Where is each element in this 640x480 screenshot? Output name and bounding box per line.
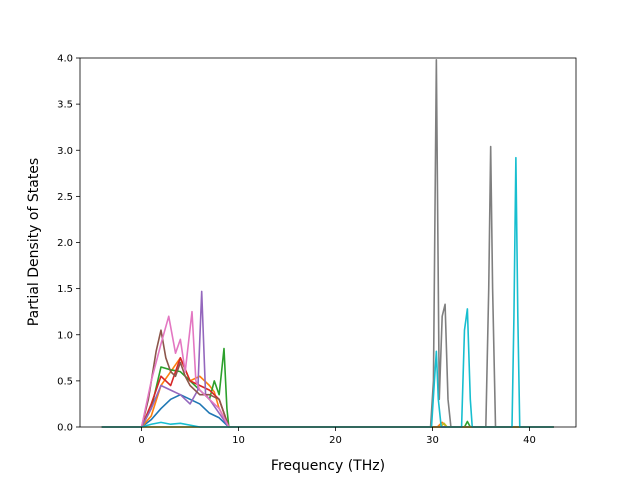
y-tick-label: 2.0	[57, 238, 73, 249]
series-line-7	[101, 59, 554, 428]
x-tick-label: 20	[329, 435, 342, 446]
y-tick-label: 0.0	[57, 423, 73, 434]
series-layer	[101, 59, 554, 428]
y-axis-label: Partial Density of States	[26, 158, 42, 326]
x-tick-label: 0	[138, 435, 144, 446]
y-tick-label: 1.5	[57, 284, 73, 295]
y-tick-label: 3.5	[57, 100, 73, 111]
series-line-4	[101, 290, 554, 428]
series-line-9	[101, 156, 554, 428]
series-line-6	[101, 310, 554, 428]
y-tick-label: 0.5	[57, 376, 73, 387]
x-tick-label: 30	[426, 435, 439, 446]
x-axis-label: Frequency (THz)	[271, 458, 385, 474]
x-tick-label: 40	[523, 435, 536, 446]
series-line-2	[101, 347, 554, 428]
x-tick-label: 10	[232, 435, 245, 446]
y-tick-label: 1.0	[57, 330, 73, 341]
y-tick-label: 2.5	[57, 192, 73, 203]
y-tick-label: 4.0	[57, 54, 73, 65]
y-tick-label: 3.0	[57, 146, 73, 157]
x-axis-ticks: 0 10 20 30 40	[138, 427, 536, 446]
y-axis-ticks: 0.0 0.5 1.0 1.5 2.0 2.5 3.0 3.5 4.0	[57, 54, 80, 434]
